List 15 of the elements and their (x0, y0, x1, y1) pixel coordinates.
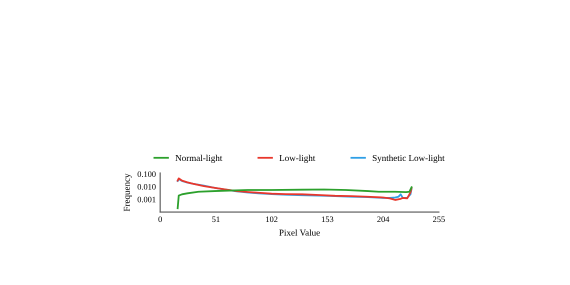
x-axis-title: Pixel Value (279, 229, 320, 236)
x-tick-label: 0 (158, 216, 162, 222)
y-tick-label: 0.100 (138, 171, 156, 178)
x-tick-label: 102 (266, 216, 278, 222)
x-tick-label: 255 (433, 216, 445, 222)
x-tick-label: 153 (322, 216, 334, 222)
y-axis-title: Frequency (124, 174, 132, 212)
line-series (176, 186, 412, 210)
y-tick-label: 0.010 (138, 184, 156, 190)
legend-label: Synthetic Low-light (372, 154, 445, 163)
x-tick-label: 51 (212, 216, 220, 222)
y-tick-label: 0.001 (138, 196, 156, 202)
x-tick-label: 204 (377, 216, 390, 222)
legend-label: Low-light (279, 154, 316, 163)
legend-label: Normal-light (175, 154, 222, 163)
